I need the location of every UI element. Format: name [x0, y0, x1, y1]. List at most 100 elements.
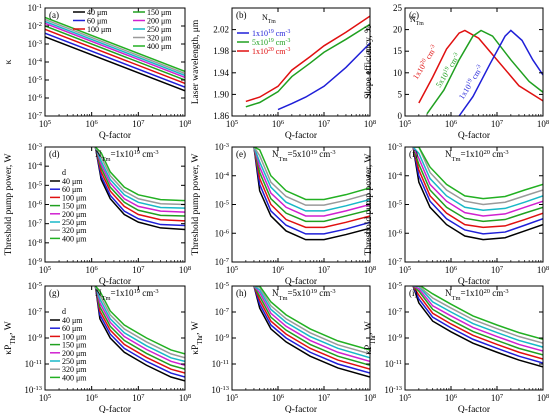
y-axis-label: Slope efficiency, % [363, 25, 374, 99]
legend-label: 200 μm [147, 17, 172, 26]
panel-h: 105 106 107 108 10-13 10-11 10-9 10-7 10-5 Q-fact… [191, 281, 376, 413]
x-tick-label: 106 [86, 393, 99, 404]
x-tick-label: 108 [537, 119, 549, 130]
x-axis-label: Q-factor [99, 130, 132, 141]
legend-label: 320 μm [147, 34, 172, 43]
series-line-100-m [94, 147, 185, 222]
y-tick-label: 10-7 [388, 257, 403, 268]
series-line-250-m [45, 20, 185, 77]
series-line-60-m [45, 32, 185, 88]
legend-label: 100 μm [62, 193, 87, 202]
y-tick-label: 10-2 [28, 21, 42, 32]
series-group [94, 286, 185, 382]
y-tick-label: 10-5 [388, 281, 402, 292]
x-tick-label: 107 [318, 393, 331, 404]
legend-label: 200 μm [62, 349, 87, 358]
panel-letter: (f) [409, 149, 418, 159]
series-line-150-m [94, 286, 185, 370]
y-tick-label: 10-11 [25, 359, 42, 370]
panel-letter: (c) [409, 10, 419, 20]
series-line-60-m [94, 147, 185, 227]
series-group [45, 16, 185, 92]
series-line-400-m [255, 286, 370, 351]
series-line-40-m [45, 36, 185, 92]
series-line-100-m [94, 286, 185, 374]
series-line-320-m [45, 18, 185, 75]
legend-label: 40 μm [87, 8, 108, 17]
y-tick-label: 10-6 [28, 93, 43, 104]
y-tick-label: 1.86 [213, 111, 229, 121]
legend-label: 400 μm [147, 42, 172, 51]
series-line-1x10-20-cm-3 [245, 15, 370, 103]
y-tick-label: 10-13 [211, 385, 229, 396]
y-tick-label: 0 [398, 111, 403, 121]
x-tick-label: 105 [226, 119, 238, 130]
series-line-400-m [45, 16, 185, 73]
series-group [94, 147, 185, 231]
series-line-60-m [253, 147, 370, 235]
panel-letter: (b) [236, 10, 247, 20]
y-tick-label: 10-7 [215, 257, 230, 268]
series-line-40-m [412, 147, 543, 241]
series-line-150-m [94, 147, 185, 217]
x-tick-label: 105 [39, 393, 51, 404]
series-line-250-m [412, 147, 543, 212]
legend-label: 5x1019 cm-3 [252, 38, 290, 47]
legend-label: 150 μm [62, 202, 87, 211]
x-tick-label: 106 [272, 393, 285, 404]
y-tick-label: 10-6 [215, 228, 230, 239]
y-tick-label: 10-7 [215, 307, 230, 318]
x-tick-label: 105 [399, 393, 411, 404]
concentration-note: NTm=1x1020 cm-3 [445, 149, 509, 163]
x-tick-label: 106 [445, 265, 458, 276]
legend-title: d [62, 168, 66, 177]
series-line-150-m [412, 286, 543, 356]
series-line-100-m [253, 286, 370, 370]
x-tick-label: 105 [399, 265, 411, 276]
y-tick-label: 10-3 [28, 142, 42, 153]
series-line-1x10-20-cm-3 [418, 29, 543, 104]
y-tick-label: 1.94 [213, 68, 229, 78]
x-axis-label: Q-factor [285, 130, 318, 141]
series-line-150-m [45, 25, 185, 81]
series-line-100-m [253, 147, 370, 229]
series-line-5x10-19-cm-3 [245, 23, 370, 108]
x-axis-label: Q-factor [458, 404, 491, 413]
x-axis-label: Q-factor [99, 276, 132, 287]
y-tick-label: 10-9 [28, 333, 42, 344]
concentration-note: NTm=5x1019 cm-3 [272, 149, 336, 163]
legend-label: 60 μm [62, 185, 83, 194]
series-line-60-m [412, 286, 543, 364]
legend-label: 1x1019 cm-3 [252, 29, 290, 38]
x-axis-label: Q-factor [99, 404, 132, 413]
x-tick-label: 105 [226, 393, 238, 404]
series-line-150-m [412, 147, 543, 223]
y-tick-label: 10-3 [388, 142, 402, 153]
y-tick-label: 10-5 [388, 199, 402, 210]
y-tick-label: 10-4 [28, 161, 43, 172]
legend-label: 250 μm [62, 357, 87, 366]
series-line-320-m [253, 147, 370, 206]
legend-title: d [62, 307, 66, 316]
plot-frame [231, 285, 371, 391]
x-tick-label: 106 [445, 393, 458, 404]
x-tick-label: 107 [132, 265, 145, 276]
x-tick-label: 108 [179, 119, 191, 130]
legend-label: 320 μm [62, 365, 87, 374]
x-tick-label: 107 [132, 119, 145, 130]
y-tick-label: 10-5 [28, 281, 42, 292]
x-axis-label: Q-factor [285, 276, 318, 287]
series-line-100-m [412, 147, 543, 229]
y-tick-label: 10-1 [28, 3, 42, 14]
x-tick-label: 106 [272, 265, 285, 276]
series-line-200-m [253, 147, 370, 217]
y-axis-label: κ [4, 59, 14, 64]
curve-label: 1x1020 cm-3 [411, 44, 439, 81]
series-line-100-m [45, 28, 185, 85]
series-line-200-m [94, 286, 185, 366]
series-line-100-m [412, 286, 543, 360]
concentration-note: NTm=1x1019 cm-3 [95, 149, 159, 163]
y-tick-label: 10-5 [215, 199, 229, 210]
series-line-320-m [94, 286, 185, 359]
y-tick-label: 20 [393, 25, 403, 35]
